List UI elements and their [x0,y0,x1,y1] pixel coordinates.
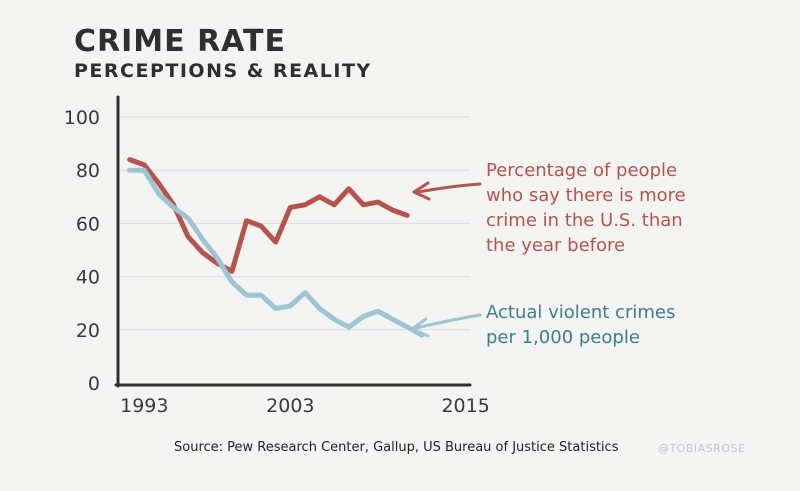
perception-arrow [416,182,482,194]
perception-arrowhead [412,181,431,201]
x-tick-label: 1993 [120,395,168,417]
y-tick-label: 60 [76,213,100,235]
perception-line [127,157,410,274]
author-credit: @TOBIASROSE [658,442,746,455]
y-tick-label: 0 [88,373,100,395]
y-tick-label: 80 [76,160,100,182]
source-note: Source: Pew Research Center, Gallup, US … [174,440,619,455]
chart-subtitle: PERCEPTIONS & REALITY [74,60,372,82]
x-tick-label: 2015 [441,395,489,417]
chart-title: CRIME RATE [74,24,287,59]
perception-annotation: Percentage of people who say there is mo… [486,160,686,256]
y-tick-label: 20 [76,320,100,342]
actual-line [127,167,425,338]
y-tick-label: 100 [64,107,100,129]
actual-annotation: Actual violent crimes per 1,000 people [486,302,676,348]
y-tick-label: 40 [76,267,100,289]
actual-arrowhead [410,317,430,338]
actual-arrow [414,313,482,330]
x-tick-label: 2003 [266,395,314,417]
